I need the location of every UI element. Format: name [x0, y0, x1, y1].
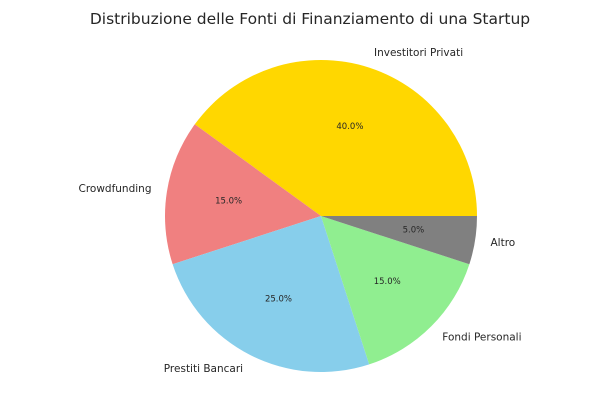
slice-label-prestiti-bancari: Prestiti Bancari [164, 363, 243, 375]
pie-slices [164, 60, 478, 373]
slice-percent-fondi-personali: 15.0% [374, 277, 401, 287]
pie-labels: Investitori Privati 40.0% Crowdfunding 15.0… [78, 47, 521, 375]
slice-label-altro: Altro [491, 237, 516, 249]
slice-label-fondi-personali: Fondi Personali [442, 331, 521, 343]
pie-slice-crowdfunding [164, 124, 321, 265]
slice-label-crowdfunding: Crowdfunding [78, 183, 151, 195]
slice-percent-prestiti-bancari: 25.0% [265, 294, 292, 304]
slice-label-investitori-privati: Investitori Privati [374, 47, 463, 59]
pie-slice-prestiti-bancari [172, 216, 370, 373]
slice-percent-crowdfunding: 15.0% [215, 196, 242, 206]
pie-slice-investitori-privati [194, 60, 478, 216]
pie-slice-altro [321, 216, 477, 265]
slice-percent-investitori-privati: 40.0% [336, 122, 363, 132]
chart-title: Distribuzione delle Fonti di Finanziamen… [90, 10, 530, 28]
pie-slice-fondi-personali [321, 216, 470, 365]
slice-percent-altro: 5.0% [403, 226, 425, 236]
